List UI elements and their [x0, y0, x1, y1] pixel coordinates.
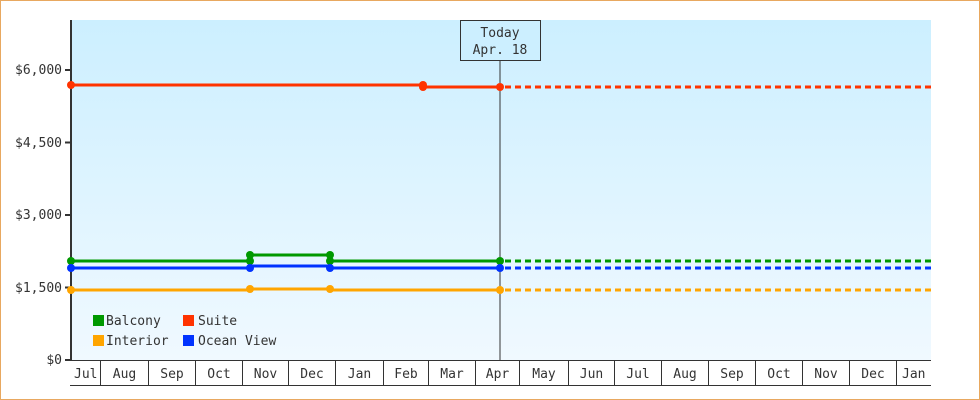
x-tick-label: Oct [207, 367, 230, 382]
x-tick-label: Dec [300, 367, 323, 382]
x-tick-label: Jul [626, 367, 649, 382]
x-tick-label: Oct [767, 367, 790, 382]
x-tick-label: Jan [348, 367, 371, 382]
x-tick-label: Nov [254, 367, 278, 382]
x-tick-label: May [532, 367, 556, 382]
legend-label-ocean-view: Ocean View [198, 334, 276, 349]
legend: Balcony Suite Interior Ocean View [93, 314, 276, 349]
x-tick-label: Apr [486, 367, 510, 382]
y-tick-label: $6,000 [15, 63, 62, 78]
x-axis: Jul Aug Sep Oct Nov Dec Jan Feb Mar Apr May Jun Jul A… [70, 360, 931, 386]
series-balcony [67, 251, 931, 265]
today-marker: Today Apr. 18 [460, 20, 541, 61]
legend-swatch-ocean-view [183, 335, 194, 346]
y-tick-label: $3,000 [15, 208, 62, 223]
x-tick-label: Sep [720, 367, 744, 382]
x-tick-label: Mar [440, 367, 464, 382]
svg-text:Today: Today [480, 26, 519, 41]
x-tick-label: Aug [673, 367, 696, 382]
y-ticks: $0 $1,500 $3,000 $4,500 $6,000 [15, 63, 71, 368]
svg-text:Apr. 18: Apr. 18 [473, 43, 528, 58]
y-tick-label: $1,500 [15, 281, 62, 296]
series-interior [67, 285, 931, 294]
x-tick-label: Jul [74, 367, 97, 382]
legend-label-suite: Suite [198, 314, 237, 329]
x-tick-label: Jan [902, 367, 925, 382]
y-tick-label: $4,500 [15, 136, 62, 151]
legend-swatch-interior [93, 335, 104, 346]
legend-label-interior: Interior [106, 334, 169, 349]
legend-swatch-suite [183, 315, 194, 326]
x-tick-label: Aug [113, 367, 136, 382]
x-tick-label: Feb [394, 367, 418, 382]
x-tick-label: Jun [580, 367, 603, 382]
plot-area [71, 20, 931, 360]
y-tick-label: $0 [46, 353, 62, 368]
x-tick-label: Sep [160, 367, 184, 382]
series-ocean-view [67, 264, 931, 272]
legend-label-balcony: Balcony [106, 314, 161, 329]
x-tick-label: Nov [814, 367, 838, 382]
x-tick-label: Dec [861, 367, 884, 382]
legend-swatch-balcony [93, 315, 104, 326]
series-suite [67, 81, 931, 91]
